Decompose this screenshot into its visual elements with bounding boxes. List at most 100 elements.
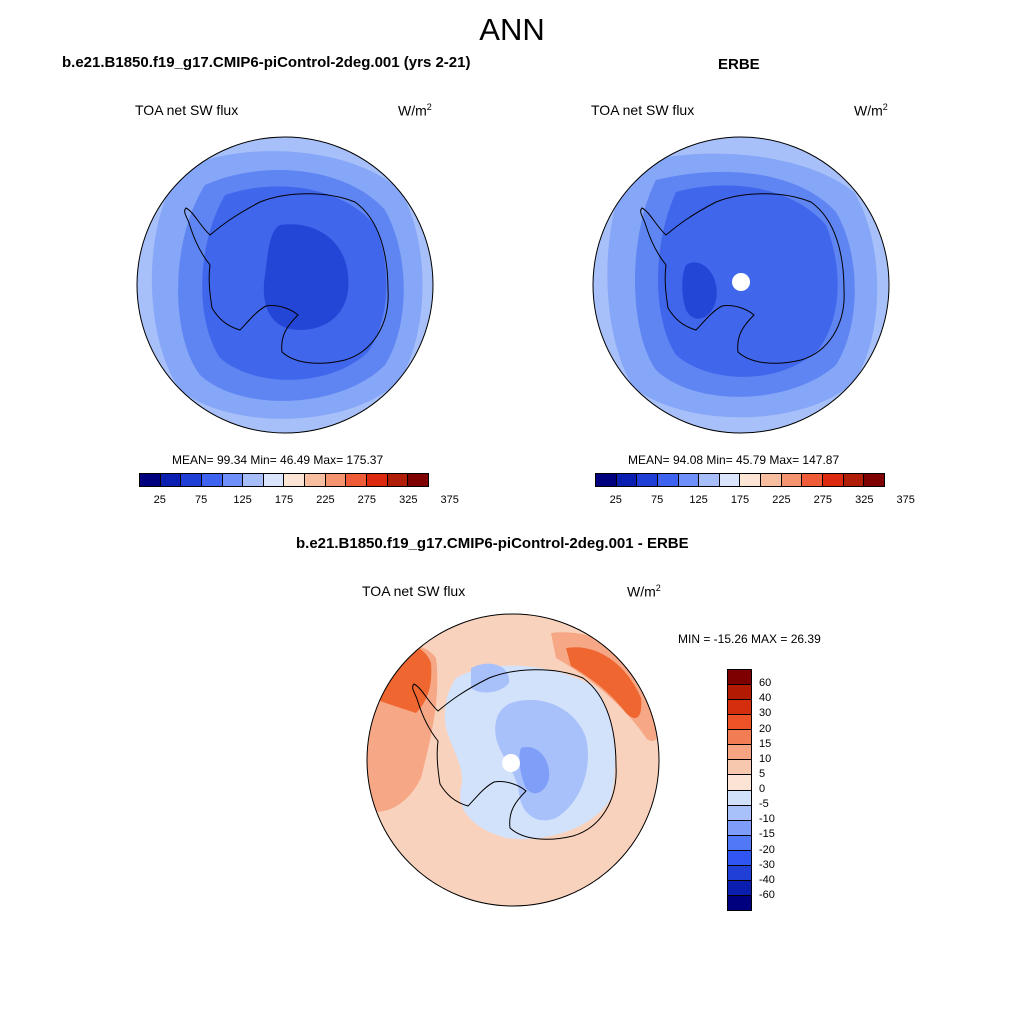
- colorbar-tick-label: 175: [730, 494, 750, 506]
- diff-colorbar-tick-label: -30: [759, 858, 775, 871]
- colorbar-swatch-12: [387, 474, 409, 486]
- diff-colorbar-swatch-14: [728, 880, 751, 896]
- obs-units-label: W/m2: [854, 102, 888, 119]
- obs-variable-label: TOA net SW flux: [591, 102, 695, 118]
- colorbar-swatch-3: [201, 474, 223, 486]
- diff-colorbar-tick-label: -15: [759, 828, 775, 841]
- diff-panel-title: b.e21.B1850.f19_g17.CMIP6-piControl-2deg…: [296, 535, 689, 552]
- diff-colorbar-swatch-4: [728, 730, 751, 746]
- colorbar-tick-label: 225: [316, 494, 335, 506]
- colorbar-swatch-12: [843, 474, 865, 486]
- diff-colorbar-tick-label: -10: [759, 813, 775, 826]
- colorbar-swatch-7: [284, 474, 306, 486]
- model-stats: MEAN= 99.34 Min= 46.49 Max= 175.37: [172, 453, 384, 467]
- colorbar-tick-label: 25: [609, 494, 622, 506]
- diff-colorbar-tick-label: -20: [759, 843, 775, 856]
- colorbar-swatch-5: [243, 474, 264, 486]
- diff-colorbar-tick-label: 60: [759, 677, 772, 690]
- model-colorbar: [139, 473, 429, 487]
- colorbar-tick-label: 375: [440, 494, 459, 506]
- colorbar-tick-label: 75: [651, 494, 664, 506]
- colorbar-tick-label: 325: [855, 494, 874, 506]
- colorbar-swatch-13: [408, 474, 428, 486]
- diff-colorbar-tick-label: 40: [759, 692, 772, 705]
- colorbar-tick-label: 325: [399, 494, 418, 506]
- colorbar-swatch-9: [781, 474, 803, 486]
- diff-colorbar-swatch-1: [728, 685, 751, 701]
- colorbar-swatch-13: [864, 474, 884, 486]
- colorbar-tick-label: 125: [233, 494, 252, 506]
- diff-variable-label: TOA net SW flux: [362, 583, 466, 599]
- colorbar-tick-label: 375: [896, 494, 915, 506]
- colorbar-swatch-4: [222, 474, 244, 486]
- colorbar-swatch-1: [616, 474, 638, 486]
- colorbar-tick-label: 275: [813, 494, 833, 506]
- colorbar-tick-label: 25: [153, 494, 166, 506]
- obs-contour-band-5: [682, 262, 717, 319]
- colorbar-swatch-7: [740, 474, 762, 486]
- colorbar-swatch-11: [367, 474, 388, 486]
- obs-colorbar: [595, 473, 885, 487]
- colorbar-swatch-6: [263, 474, 285, 486]
- colorbar-swatch-6: [719, 474, 741, 486]
- colorbar-swatch-3: [657, 474, 679, 486]
- diff-colorbar-swatch-13: [728, 865, 751, 881]
- colorbar-swatch-0: [596, 474, 617, 486]
- diff-colorbar-swatch-2: [728, 700, 751, 716]
- obs-polar-map: [592, 136, 890, 434]
- diff-colorbar-tick-label: 0: [759, 783, 766, 795]
- obs-missing-data-pole: [732, 273, 750, 291]
- colorbar-swatch-0: [140, 474, 161, 486]
- colorbar-tick-label: 225: [772, 494, 791, 506]
- antarctica-coastline: [184, 193, 389, 364]
- antarctica-coastline: [412, 669, 617, 840]
- antarctica-coastline: [640, 193, 845, 364]
- colorbar-swatch-5: [699, 474, 720, 486]
- diff-colorbar-swatch-0: [728, 670, 751, 686]
- colorbar-swatch-4: [678, 474, 700, 486]
- diff-colorbar-swatch-11: [728, 835, 751, 851]
- diff-colorbar-swatch-9: [728, 805, 751, 821]
- diff-colorbar-swatch-6: [728, 760, 751, 776]
- colorbar-swatch-1: [160, 474, 182, 486]
- model-contour-band-5: [263, 224, 349, 330]
- diff-colorbar-tick-label: 30: [759, 707, 772, 720]
- season-title: ANN: [479, 12, 545, 47]
- colorbar-swatch-2: [637, 474, 658, 486]
- colorbar-swatch-2: [181, 474, 202, 486]
- diff-colorbar: [727, 669, 752, 911]
- diff-units-label: W/m2: [627, 583, 661, 600]
- diff-colorbar-tick-label: 10: [759, 752, 772, 765]
- model-polar-map: [136, 136, 434, 434]
- diff-colorbar-swatch-7: [728, 775, 751, 791]
- diff-colorbar-swatch-5: [728, 745, 751, 761]
- diff-hot-band-east: [566, 647, 642, 718]
- obs-stats: MEAN= 94.08 Min= 45.79 Max= 147.87: [628, 453, 840, 467]
- diff-colorbar-tick-label: -40: [759, 873, 775, 886]
- colorbar-swatch-8: [761, 474, 782, 486]
- colorbar-swatch-9: [325, 474, 347, 486]
- diff-colorbar-tick-label: -5: [759, 798, 769, 811]
- diff-colorbar-swatch-8: [728, 790, 751, 806]
- diff-stats: MIN = -15.26 MAX = 26.39: [678, 632, 821, 646]
- diff-polar-map: [366, 613, 660, 907]
- diff-colorbar-swatch-3: [728, 715, 751, 731]
- model-panel-title: b.e21.B1850.f19_g17.CMIP6-piControl-2deg…: [62, 54, 471, 71]
- model-variable-label: TOA net SW flux: [135, 102, 239, 118]
- model-units-label: W/m2: [398, 102, 432, 119]
- diff-colorbar-swatch-10: [728, 820, 751, 836]
- diff-colorbar-swatch-12: [728, 850, 751, 866]
- diff-colorbar-tick-label: 20: [759, 722, 772, 735]
- diff-cool-band-3: [519, 747, 550, 794]
- colorbar-swatch-8: [305, 474, 326, 486]
- colorbar-swatch-10: [346, 474, 368, 486]
- obs-panel-title: ERBE: [718, 56, 760, 73]
- diff-colorbar-tick-label: 15: [759, 737, 772, 750]
- diff-colorbar-tick-label: 5: [759, 767, 766, 780]
- colorbar-tick-label: 275: [357, 494, 377, 506]
- diff-colorbar-tick-label: -60: [759, 888, 775, 901]
- colorbar-swatch-10: [802, 474, 824, 486]
- diff-colorbar-swatch-15: [728, 895, 751, 910]
- colorbar-tick-label: 125: [689, 494, 708, 506]
- colorbar-tick-label: 75: [195, 494, 208, 506]
